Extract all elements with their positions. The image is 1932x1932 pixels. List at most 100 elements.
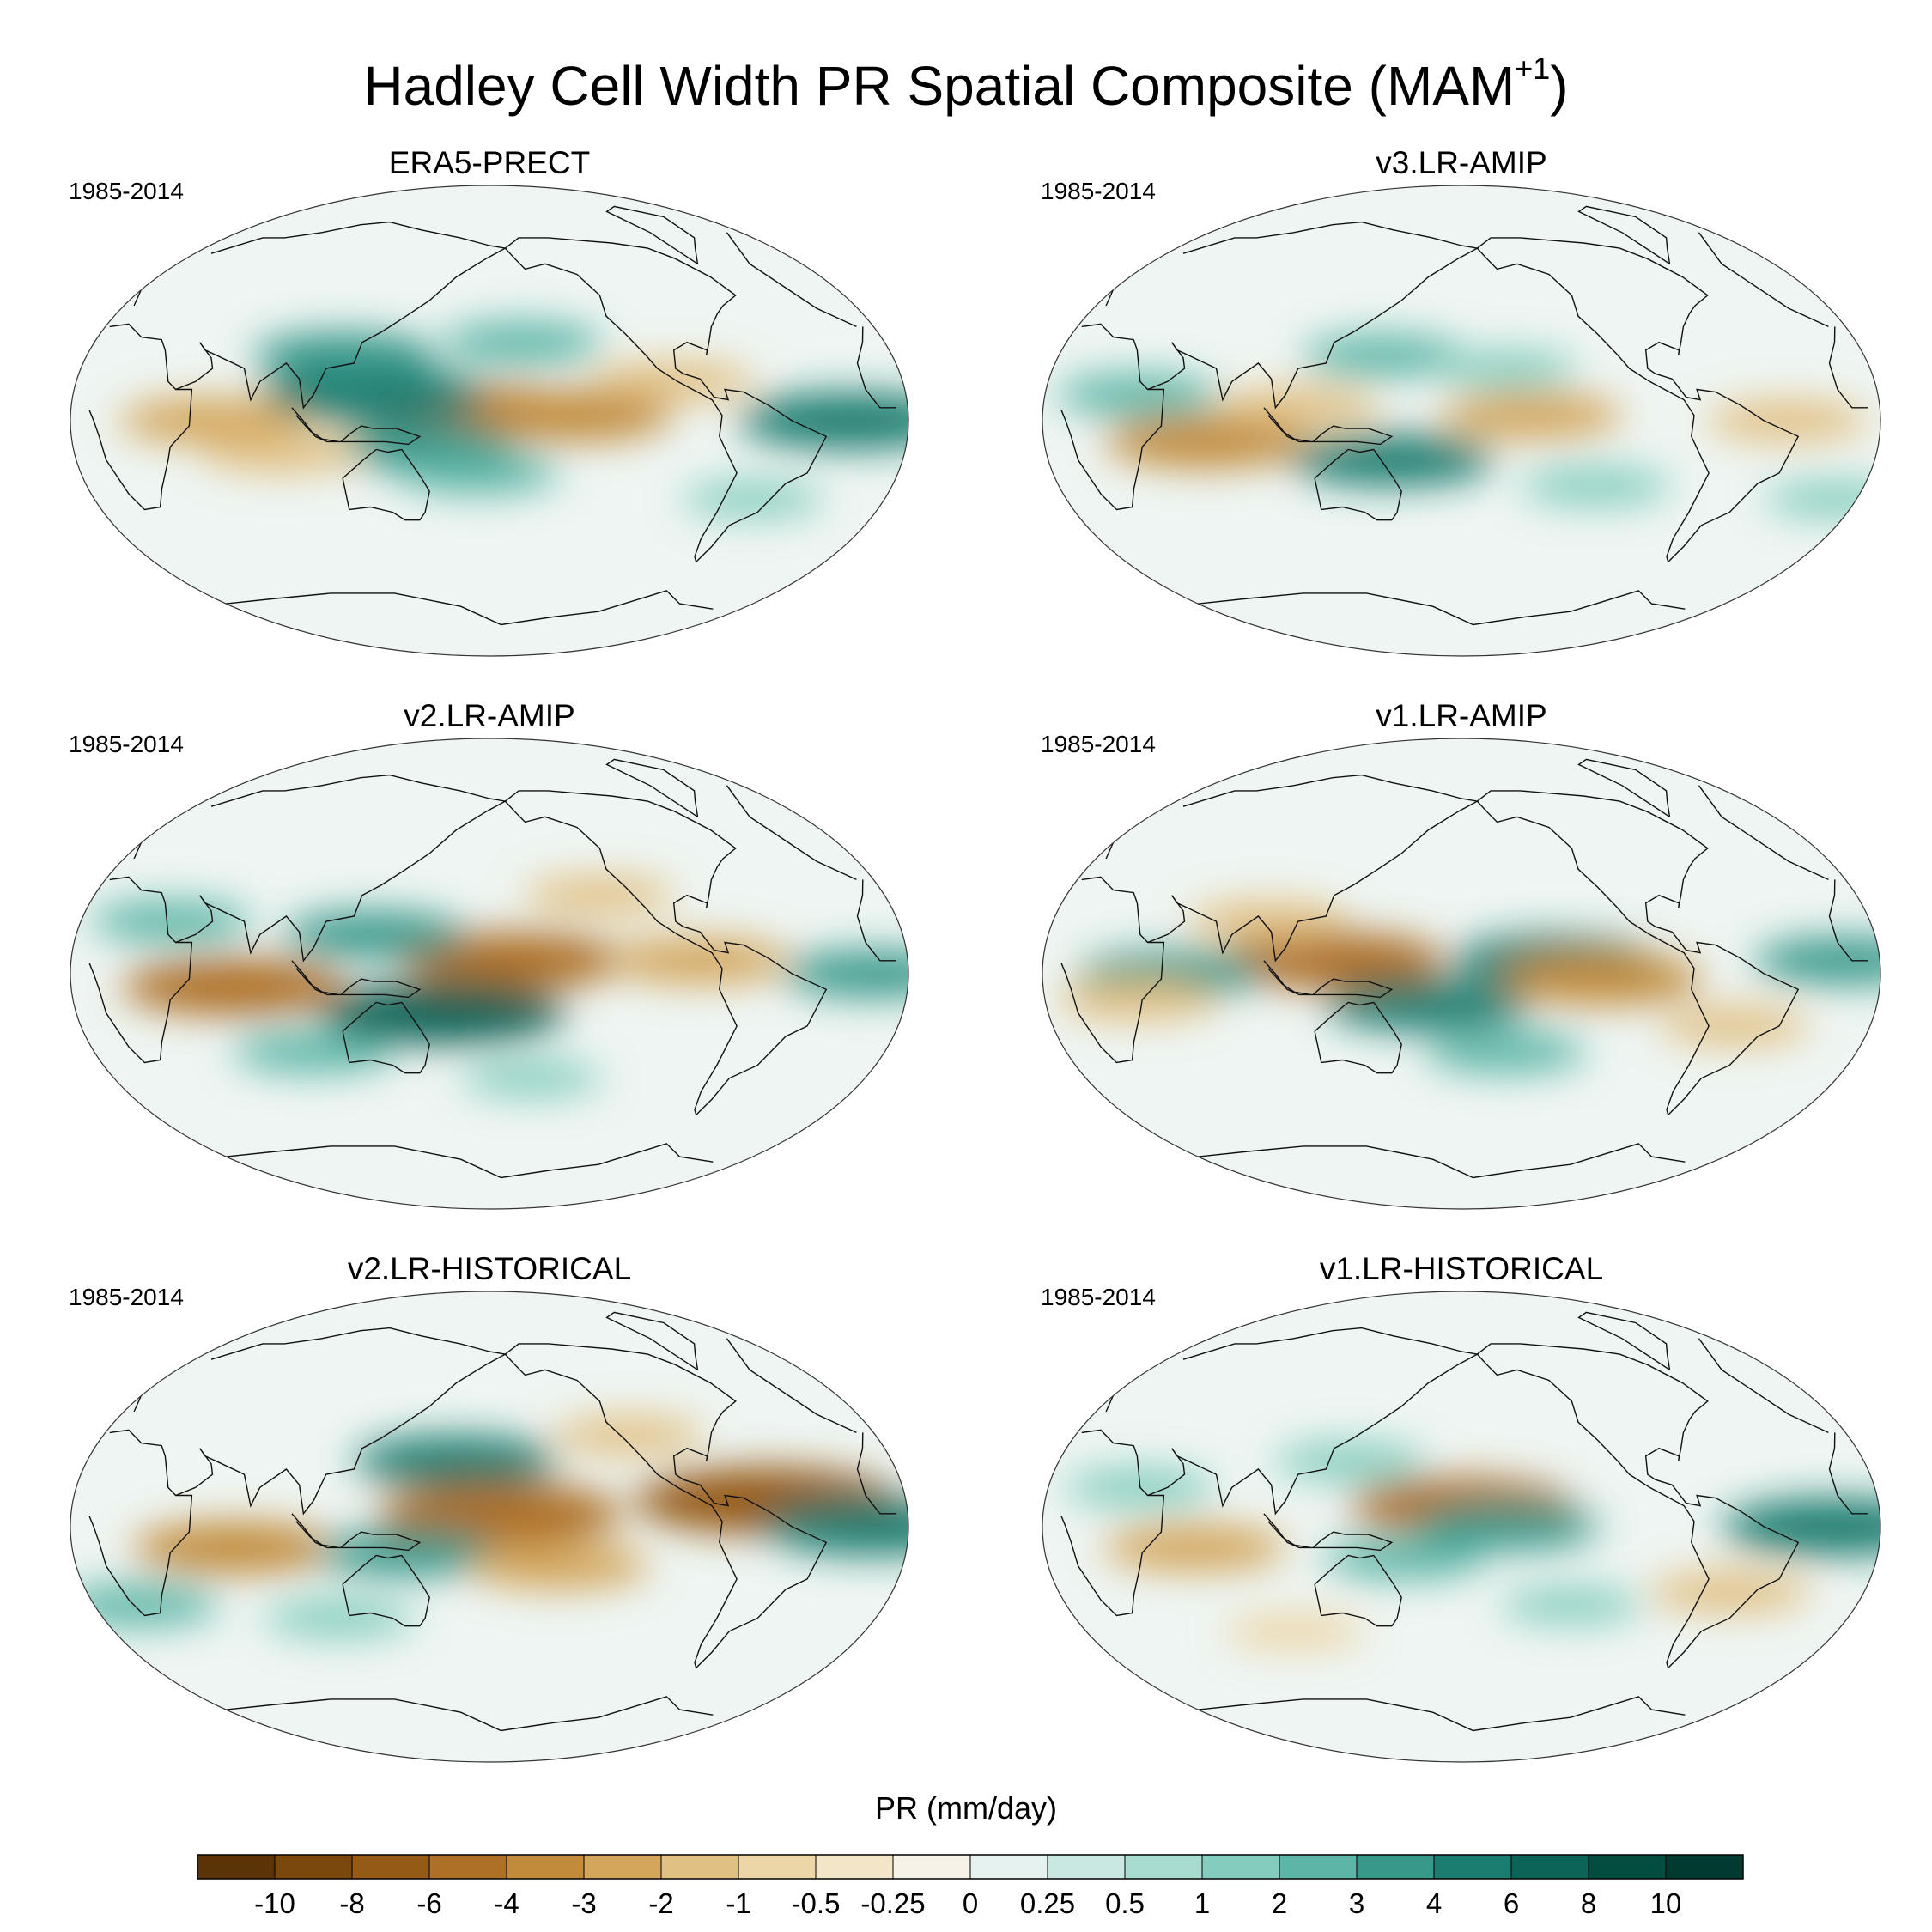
colorbar-swatch (584, 1855, 662, 1879)
period-label: 1985-2014 (69, 731, 184, 757)
anomaly-blob (1291, 434, 1494, 486)
colorbar-swatch (507, 1855, 585, 1879)
colorbar-swatch (1589, 1855, 1667, 1879)
coastline (1060, 774, 1868, 1064)
anomaly-blob (264, 1599, 416, 1638)
anomaly-blob (469, 389, 672, 441)
colorbar-swatch (429, 1855, 507, 1879)
anomaly-blob (1224, 1613, 1365, 1649)
period-label: 1985-2014 (1041, 178, 1156, 204)
colorbar-swatch (197, 1855, 276, 1879)
colorbar-tick-label: 1 (1194, 1887, 1210, 1919)
global-map (1042, 738, 1881, 1210)
coastline (291, 960, 422, 999)
figure-title-text: Hadley Cell Width PR Spatial Composite (… (363, 55, 1516, 117)
coastline (1476, 790, 1800, 1116)
colorbar-tick-label: -8 (339, 1887, 364, 1919)
anomaly-blob (1706, 400, 1868, 441)
colorbar-tick-label: -3 (571, 1887, 596, 1919)
colorbar-tick-label: 6 (1504, 1887, 1519, 1919)
coastline (504, 237, 828, 563)
precip-anomaly-field (118, 321, 908, 518)
anomaly-blob (1520, 466, 1672, 506)
precip-anomaly-field (1056, 334, 1880, 518)
coastline (605, 205, 699, 264)
anomaly-blob (682, 481, 823, 518)
panel-title: v1.LR-HISTORICAL (1319, 1251, 1604, 1286)
anomaly-blob (1658, 1006, 1810, 1046)
colorbar: -10 -8 -6 -4 -3 -2 -1 -0.5 -0.25 0 0.25 0.5 1 2 3 4 6 8 10 (197, 1854, 1744, 1919)
period-label: 1985-2014 (1041, 731, 1156, 757)
anomaly-blob (1417, 1504, 1600, 1550)
coastline (1577, 758, 1671, 817)
coastlines (88, 1311, 896, 1732)
period-label: 1985-2014 (69, 1284, 184, 1310)
anomaly-blob (118, 398, 301, 444)
global-map (1042, 185, 1881, 657)
anomaly-blob (283, 911, 466, 958)
anomaly-blob (782, 951, 908, 997)
colorbar-tick-label: -1 (726, 1887, 750, 1919)
precip-anomaly-field (1064, 1442, 1880, 1649)
map-panel-era5: ERA5-PRECT 1985-2014 (69, 144, 910, 659)
anomaly-blob (90, 901, 252, 943)
map-outline (70, 185, 909, 657)
coastline (1060, 221, 1868, 511)
map-panel-v3-amip: v3.LR-AMIP 1985-2014 (1041, 144, 1882, 659)
coastline (291, 407, 422, 446)
colorbar-swatch (661, 1855, 739, 1879)
coastline (1263, 407, 1394, 446)
anomaly-blob (379, 1482, 623, 1545)
global-map (70, 1291, 909, 1763)
coastline (88, 221, 896, 511)
colorbar-tick-label: -0.25 (860, 1887, 925, 1919)
coastline (1198, 590, 1686, 626)
coastline (1314, 448, 1402, 521)
anomaly-blob (354, 1435, 557, 1487)
coastline (1198, 1696, 1686, 1732)
coastline (504, 1343, 828, 1669)
anomaly-blob (592, 361, 754, 403)
colorbar-tick-label: 3 (1349, 1887, 1364, 1919)
figure-title-superscript: +1 (1515, 51, 1551, 86)
panel-title: v3.LR-AMIP (1376, 145, 1547, 180)
map-outline (1042, 1291, 1881, 1763)
colorbar-swatch (1511, 1855, 1589, 1879)
colorbar-swatch (816, 1855, 894, 1879)
precip-anomaly-field (90, 876, 908, 1097)
map-panel-v2-historical: v2.LR-HISTORICAL 1985-2014 (69, 1250, 910, 1765)
anomaly-blob (441, 321, 604, 363)
colorbar-swatch (1048, 1855, 1126, 1879)
global-map (70, 738, 909, 1210)
coastlines (1060, 205, 1868, 626)
colorbar-swatch (738, 1855, 817, 1879)
anomaly-blob (397, 452, 559, 494)
coastline (342, 1001, 430, 1074)
colorbar-swatch (970, 1855, 1048, 1879)
map-background (1042, 738, 1880, 1209)
anomaly-blob (1273, 1442, 1425, 1481)
anomaly-blob (1105, 416, 1308, 468)
anomaly-blob (460, 1060, 602, 1097)
anomaly-blob (523, 876, 675, 915)
colorbar-swatch (1125, 1855, 1203, 1879)
precip-anomaly-field (70, 1415, 908, 1638)
map-outline (70, 738, 909, 1210)
colorbar-swatch (352, 1855, 430, 1879)
coastline (1577, 205, 1671, 264)
anomaly-blob (401, 932, 625, 989)
colorbar-tick-label: 0.5 (1105, 1887, 1145, 1919)
colorbar-swatch (275, 1855, 353, 1879)
colorbar-tick-label: -10 (254, 1887, 295, 1919)
anomaly-blob (1188, 901, 1350, 943)
anomaly-blob (467, 1542, 650, 1589)
anomaly-blob (1325, 979, 1528, 1031)
period-label: 1985-2014 (69, 178, 184, 204)
anomaly-blob (738, 392, 908, 449)
map-outline (1042, 738, 1881, 1210)
colorbar-tick-label: -2 (648, 1887, 673, 1919)
panel-title: ERA5-PRECT (388, 145, 591, 180)
colorbar-tick-label: 0.25 (1020, 1887, 1075, 1919)
coastline (1060, 1327, 1868, 1617)
colorbar-swatch (1202, 1855, 1280, 1879)
